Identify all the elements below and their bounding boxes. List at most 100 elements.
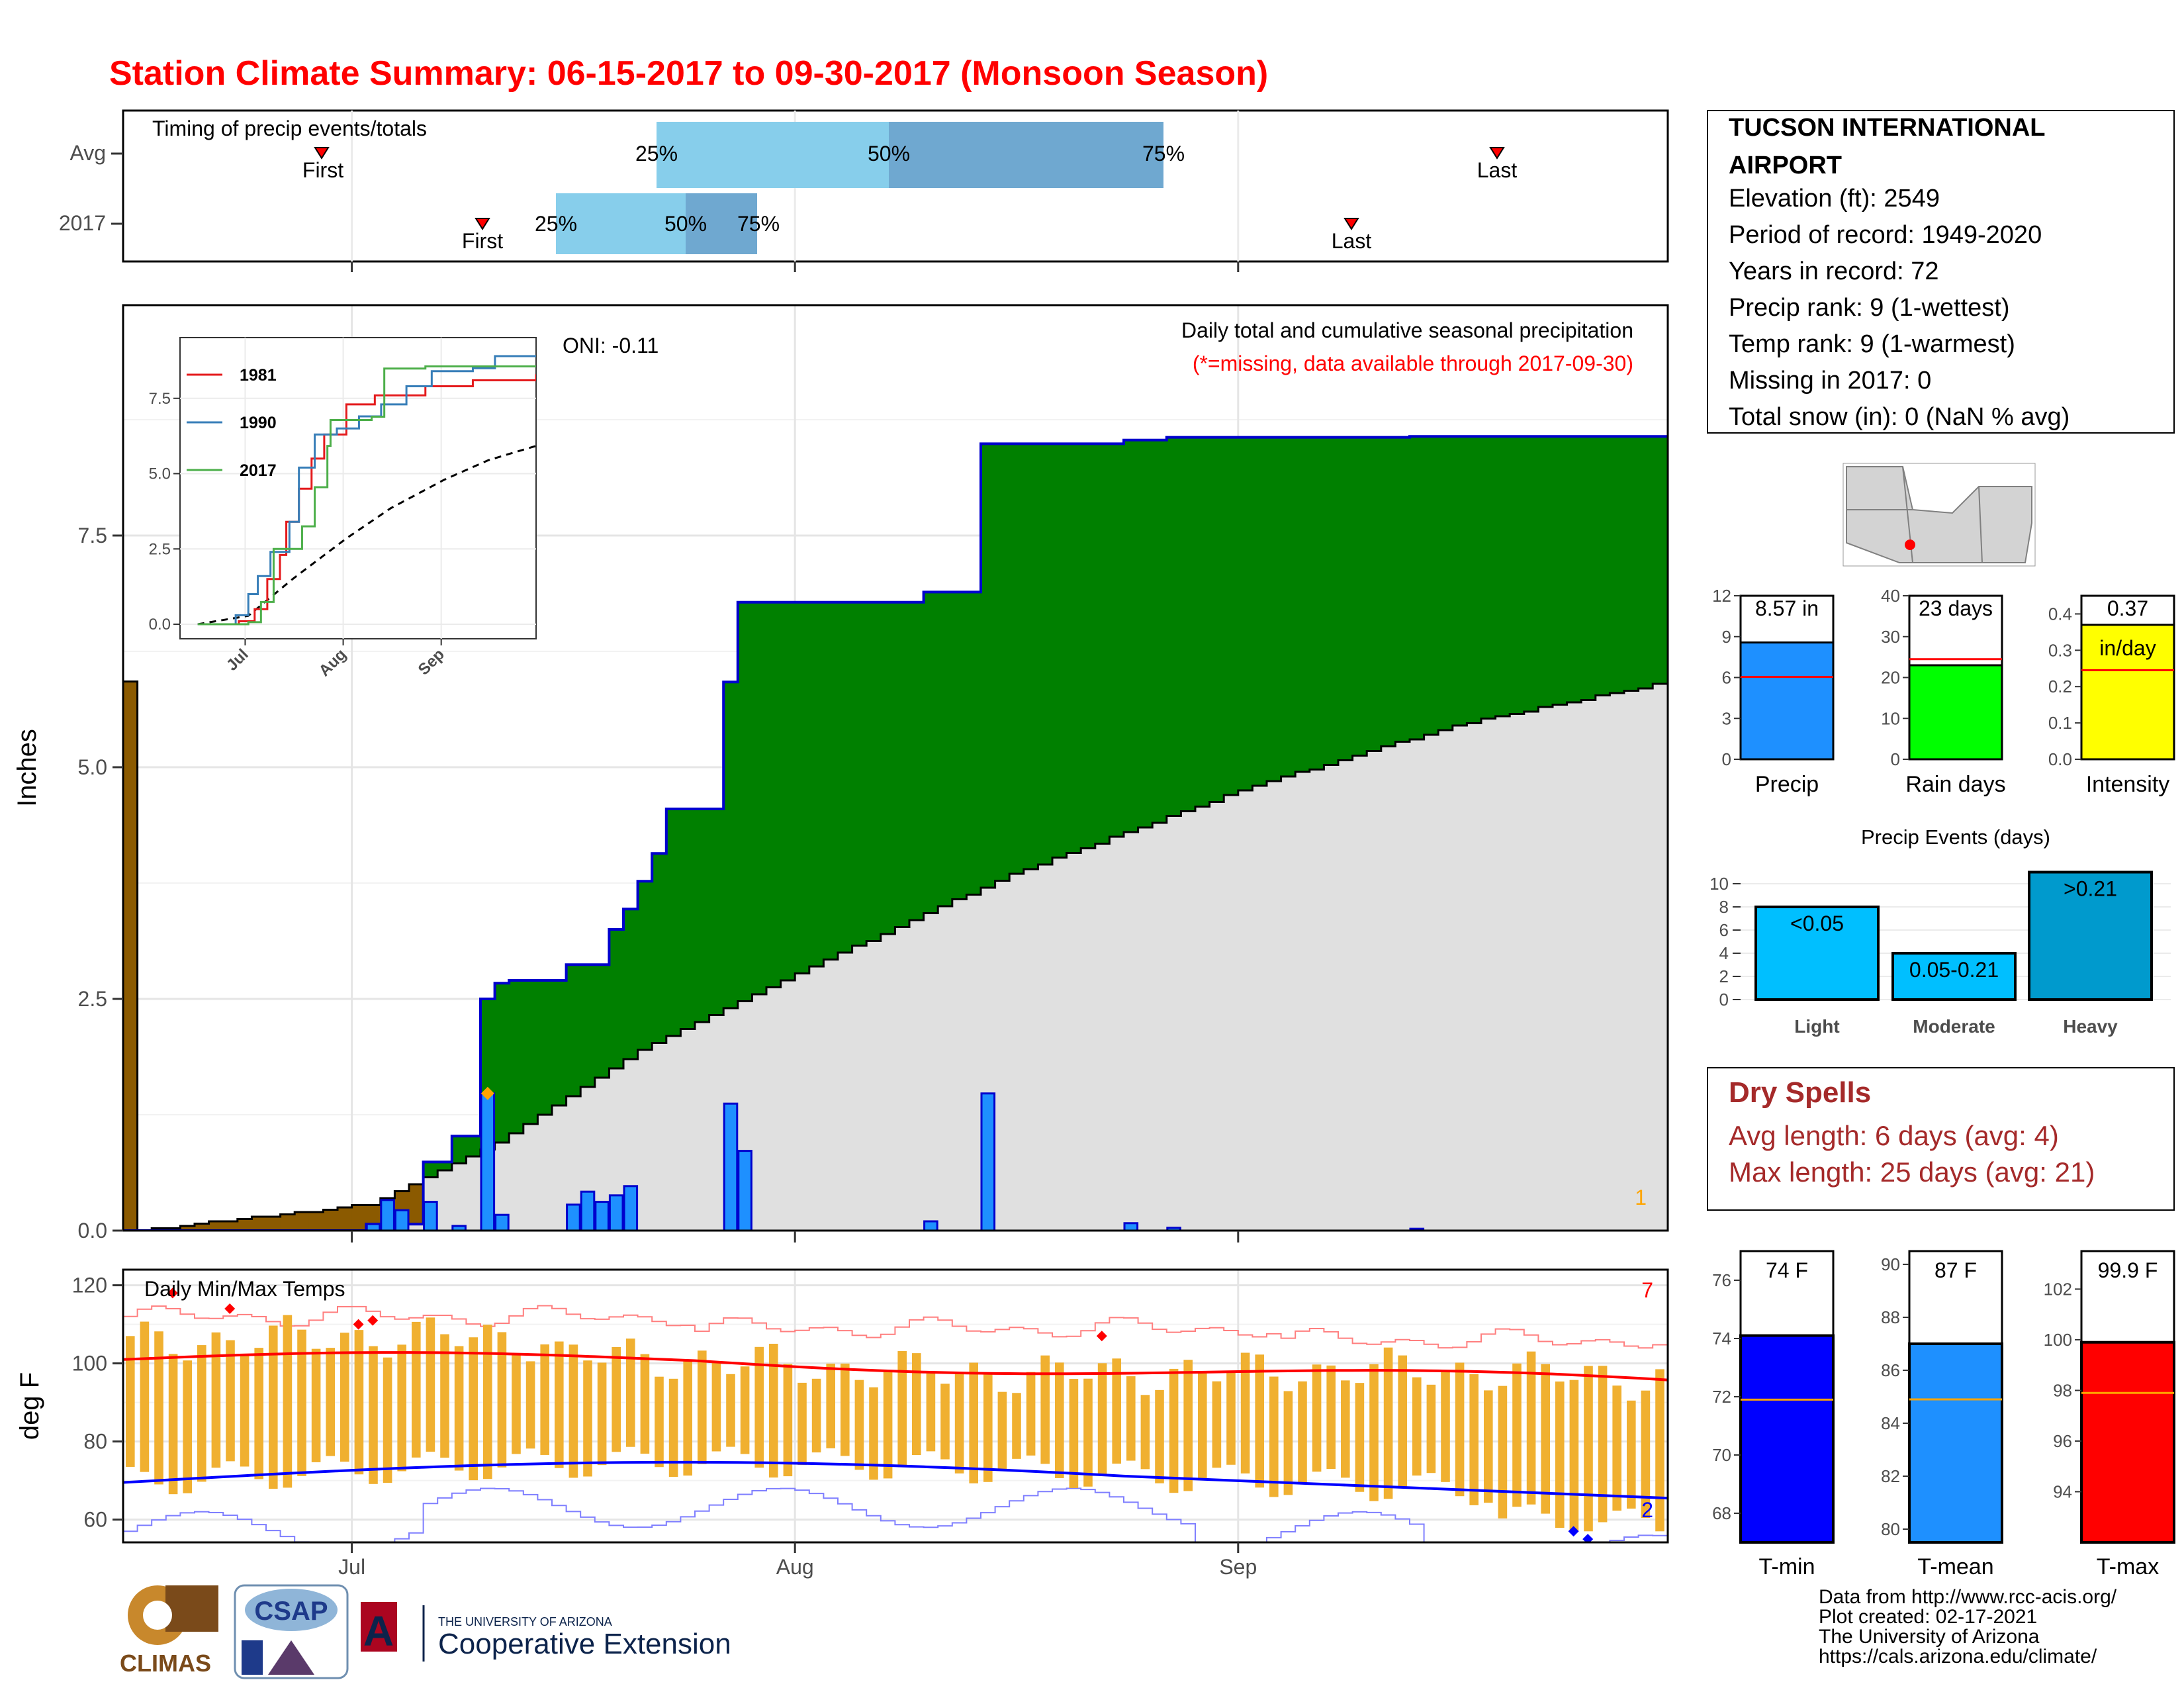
daily-temp-range-bar	[1269, 1376, 1279, 1497]
temp-x-tick-label: Aug	[776, 1555, 814, 1579]
daily-temp-range-bar	[826, 1363, 835, 1448]
inset-legend-label: 2017	[240, 461, 277, 480]
2017-last-marker	[1343, 218, 1359, 230]
daily-temp-range-bar	[926, 1373, 936, 1452]
surplus-band	[809, 602, 824, 966]
daily-temp-range-bar	[1126, 1376, 1136, 1461]
daily-temp-range-bar	[1069, 1379, 1079, 1488]
temp-summary-tick-label: 88	[1881, 1307, 1900, 1327]
inset-y-tick-label: 0.0	[149, 616, 171, 633]
daily-temp-range-bar	[1226, 1370, 1236, 1465]
temp-summary-bar	[1739, 1334, 1835, 1544]
deficit-band	[123, 681, 138, 1231]
events-bar-label: Light	[1794, 1016, 1839, 1037]
daily-temp-range-bar	[897, 1351, 907, 1468]
deficit-band	[323, 1209, 338, 1231]
stat-label: Intensity	[2086, 772, 2170, 797]
daily-precip-bar	[451, 1225, 467, 1231]
daily-precip-bar	[980, 1092, 996, 1231]
2017-p50-label: 50%	[664, 212, 707, 236]
2017-first-marker	[475, 218, 490, 230]
temp-summary-value: 99.9 F	[2098, 1258, 2158, 1282]
surplus-band	[1324, 437, 1339, 765]
stat-tick-label: 12	[1712, 586, 1731, 606]
events-bar-label: Moderate	[1913, 1016, 1995, 1037]
events-tick-label: 8	[1719, 897, 1729, 917]
daily-temp-range-bar	[740, 1366, 750, 1454]
avg-max-temp-line	[123, 1351, 1667, 1382]
daily-precip-bar	[394, 1209, 410, 1231]
daily-temp-range-bar	[412, 1321, 421, 1458]
daily-temp-range-bar	[140, 1321, 150, 1472]
daily-temp-range-bar	[1598, 1366, 1608, 1523]
daily-temp-range-bar	[626, 1338, 635, 1447]
surplus-band	[981, 444, 996, 888]
daily-precip-bar	[1123, 1222, 1139, 1231]
dry-spells-avg: Avg length: 6 days (avg: 4)	[1729, 1120, 2059, 1151]
daily-temp-range-bar	[1183, 1360, 1193, 1491]
2017-last-label: Last	[1332, 229, 1372, 253]
uofa-big-text: Cooperative Extension	[438, 1628, 731, 1660]
record-low-marker	[1582, 1534, 1594, 1542]
surplus-band	[1467, 436, 1482, 724]
daily-temp-range-bar	[397, 1344, 406, 1472]
daily-temp-range-bar	[311, 1348, 321, 1462]
station-info-line: Years in record: 72	[1729, 258, 1939, 285]
events-tick-label: 0	[1719, 990, 1729, 1009]
2017-first-label: First	[462, 229, 503, 253]
surplus-band	[1166, 437, 1181, 816]
2017-p75-label: 75%	[737, 212, 780, 236]
daily-temp-range-bar	[555, 1341, 564, 1468]
daily-temp-range-bar	[569, 1344, 578, 1478]
record-high-marker	[1096, 1331, 1107, 1342]
surplus-band	[723, 682, 739, 1008]
daily-temp-range-bar	[811, 1378, 821, 1453]
surplus-band	[580, 964, 596, 1087]
oni-label: ONI: -0.11	[563, 334, 659, 357]
temp-summary-bar	[2080, 1340, 2175, 1544]
missing-note: (*=missing, data available through 2017-…	[1193, 352, 1633, 375]
surplus-band	[709, 809, 724, 1015]
daily-temp-range-bar	[1627, 1400, 1636, 1509]
surplus-band	[938, 592, 953, 906]
stat-value-label: 0.37	[2107, 596, 2148, 620]
temp-y-tick-label: 100	[72, 1352, 107, 1376]
temp-summary-tick-label: 90	[1881, 1254, 1900, 1274]
daily-temp-range-bar	[183, 1360, 192, 1493]
daily-temp-range-bar	[1169, 1368, 1179, 1493]
daily-temp-range-bar	[1255, 1354, 1264, 1488]
footer-line-2: Plot created: 02-17-2021	[1819, 1606, 2037, 1628]
daily-temp-range-bar	[668, 1378, 678, 1477]
daily-temp-range-bar	[726, 1374, 735, 1447]
daily-precip-bar	[594, 1201, 610, 1231]
surplus-band	[1452, 436, 1467, 726]
avg-p75-label: 75%	[1142, 142, 1185, 165]
deficit-band	[223, 1221, 238, 1231]
csap-logo-text: CSAP	[254, 1597, 328, 1626]
surplus-band	[1209, 437, 1224, 802]
daily-temp-range-bar	[1283, 1391, 1293, 1495]
surplus-band	[1352, 437, 1367, 756]
daily-precip-bar	[923, 1220, 938, 1231]
dry-spells-max: Max length: 25 days (avg: 21)	[1729, 1156, 2095, 1188]
daily-temp-range-bar	[1212, 1381, 1222, 1468]
surplus-band	[895, 602, 910, 927]
daily-temp-range-bar	[1083, 1378, 1093, 1487]
daily-temp-range-bar	[426, 1317, 435, 1452]
surplus-band	[1238, 437, 1253, 790]
uofa-a-mark: A	[363, 1607, 394, 1655]
stat-tick-label: 40	[1881, 586, 1900, 606]
daily-temp-range-bar	[1426, 1384, 1436, 1474]
daily-temp-range-bar	[797, 1382, 807, 1466]
record-high-marker	[367, 1315, 379, 1326]
stat-value-label: 23 days	[1919, 596, 1993, 620]
daily-temp-range-bar	[583, 1360, 592, 1477]
temp-x-tick-label: Sep	[1219, 1555, 1257, 1579]
temp-summary-tick-label: 68	[1712, 1503, 1731, 1523]
daily-temp-range-bar	[869, 1387, 878, 1480]
temp-y-tick-label: 60	[83, 1508, 107, 1532]
surplus-band	[1252, 437, 1267, 786]
stat-tick-label: 0.4	[2048, 604, 2072, 624]
temp-y-axis-label: deg F	[15, 1372, 44, 1440]
daily-temp-range-bar	[940, 1383, 950, 1460]
